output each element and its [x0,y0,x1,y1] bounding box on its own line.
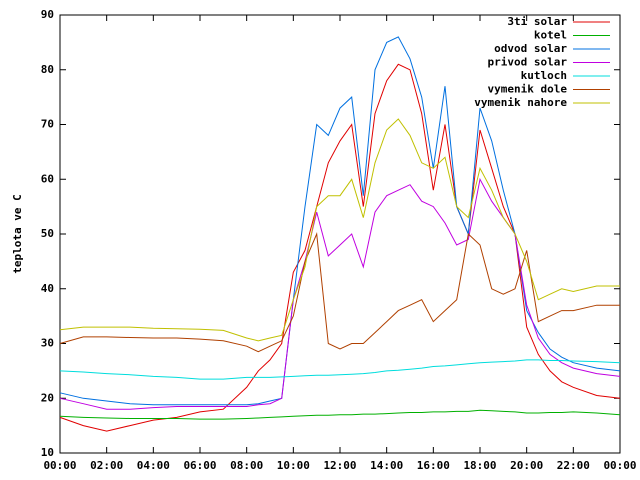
legend-label: kotel [534,29,567,42]
x-tick-label: 22:00 [557,459,590,472]
x-tick-label: 18:00 [463,459,496,472]
x-tick-label: 10:00 [277,459,310,472]
x-tick-label: 20:00 [510,459,543,472]
x-tick-label: 00:00 [603,459,636,472]
series-line [59,232,620,353]
x-tick-label: 14:00 [370,459,403,472]
series-line [59,359,621,380]
series-line [59,63,621,432]
x-tick-label: 08:00 [230,459,263,472]
x-tick-label: 16:00 [417,459,450,472]
y-axis-label: teplota ve C [11,194,24,273]
series-line [59,118,620,342]
legend-label: privod solar [488,56,568,69]
legend-label: kutloch [521,69,567,82]
y-tick-label: 60 [41,172,54,185]
legend-label: 3ti solar [507,15,567,28]
y-tick-label: 10 [41,446,54,459]
legend-label: vymenik nahore [474,96,567,109]
y-tick-label: 30 [41,337,54,350]
series-line [59,177,621,410]
y-tick-label: 70 [41,118,54,131]
x-tick-label: 02:00 [90,459,123,472]
x-tick-label: 04:00 [137,459,170,472]
y-tick-label: 40 [41,282,54,295]
legend-label: odvod solar [494,42,567,55]
y-tick-label: 90 [41,8,54,21]
series-line [59,36,621,406]
x-tick-label: 00:00 [43,459,76,472]
legend-label: vymenik dole [488,83,568,96]
series-line [59,409,621,420]
x-tick-label: 12:00 [323,459,356,472]
y-tick-label: 20 [41,391,54,404]
x-tick-label: 06:00 [183,459,216,472]
y-tick-label: 80 [41,63,54,76]
y-tick-label: 50 [41,227,54,240]
